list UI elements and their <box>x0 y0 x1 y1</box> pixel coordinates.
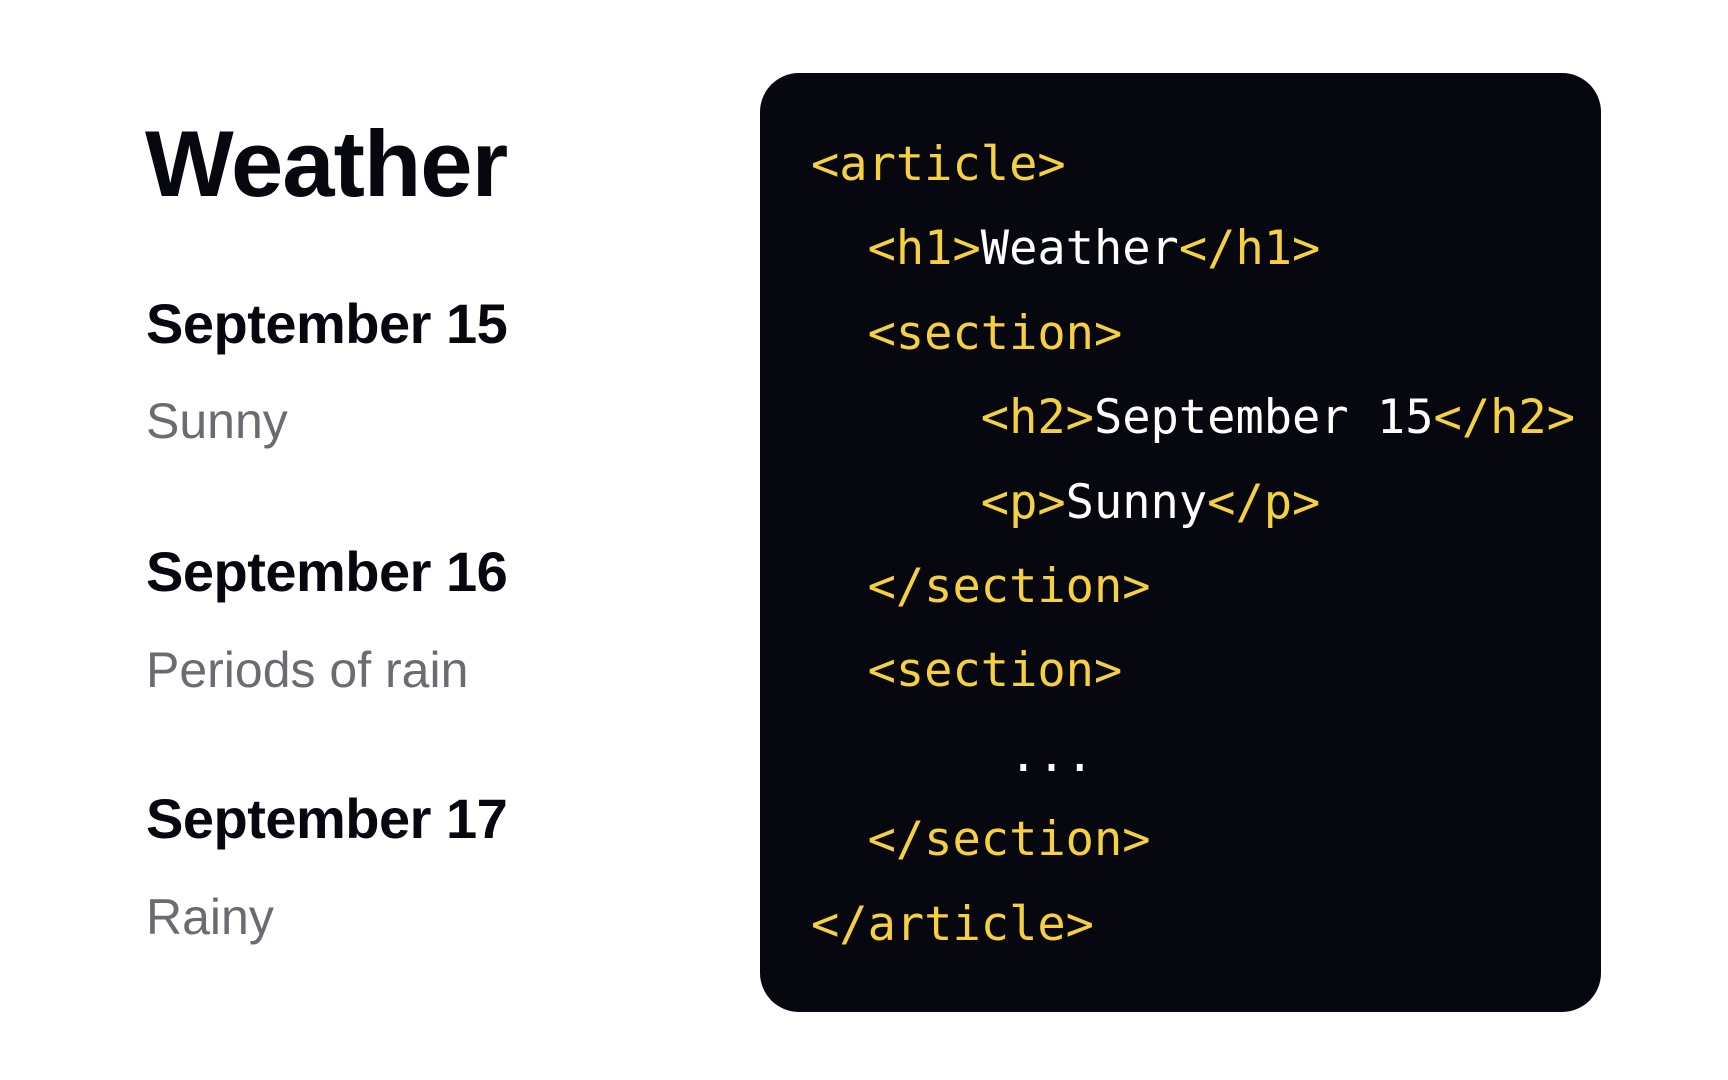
code-line: </section> <box>811 545 1575 629</box>
code-text: September 15 <box>1093 390 1434 446</box>
code-tag: </h2> <box>1433 390 1576 446</box>
code-line: <section> <box>811 292 1575 376</box>
code-text: Sunny <box>1065 474 1208 530</box>
code-line: ... <box>811 714 1575 798</box>
code-tag: <article> <box>811 137 1066 192</box>
section-text: Periods of rain <box>146 642 469 698</box>
code-panel: <article> <h1>Weather</h1> <section> <h2… <box>760 73 1601 1012</box>
code-text: ... <box>1009 727 1094 783</box>
section-heading: September 16 <box>146 540 508 603</box>
code-indent <box>811 390 981 445</box>
code-indent <box>811 306 868 361</box>
code-tag: </p> <box>1207 474 1321 530</box>
code-tag: </section> <box>867 559 1151 615</box>
code-line: <h1>Weather</h1> <box>811 207 1575 291</box>
section-text: Sunny <box>146 393 288 449</box>
section-heading: September 17 <box>146 787 508 850</box>
code-indent <box>811 643 868 698</box>
code-text: Weather <box>980 221 1179 277</box>
code-indent <box>811 728 1009 783</box>
section-heading: September 15 <box>146 292 508 355</box>
code-line: <p>Sunny</p> <box>811 461 1575 545</box>
code-indent <box>811 475 981 530</box>
code-line: </article> <box>811 883 1575 967</box>
page-title: Weather <box>145 111 508 216</box>
code-tag: <section> <box>867 643 1123 699</box>
code-line: </section> <box>811 798 1575 882</box>
code-tag: </article> <box>811 896 1094 952</box>
section-text: Rainy <box>146 889 274 945</box>
code-tag: <p> <box>980 474 1066 530</box>
code-indent <box>811 812 868 867</box>
code-block: <article> <h1>Weather</h1> <section> <h2… <box>811 123 1575 967</box>
code-indent <box>811 559 868 614</box>
code-tag: </h1> <box>1178 221 1321 277</box>
code-tag: <h1> <box>867 221 981 277</box>
code-tag: <h2> <box>980 390 1094 446</box>
code-line: <h2>September 15</h2> <box>811 376 1575 460</box>
code-line: <section> <box>811 629 1575 713</box>
code-indent <box>811 221 868 276</box>
code-tag: </section> <box>867 812 1151 868</box>
code-tag: <section> <box>867 305 1123 361</box>
code-line: <article> <box>811 123 1575 207</box>
